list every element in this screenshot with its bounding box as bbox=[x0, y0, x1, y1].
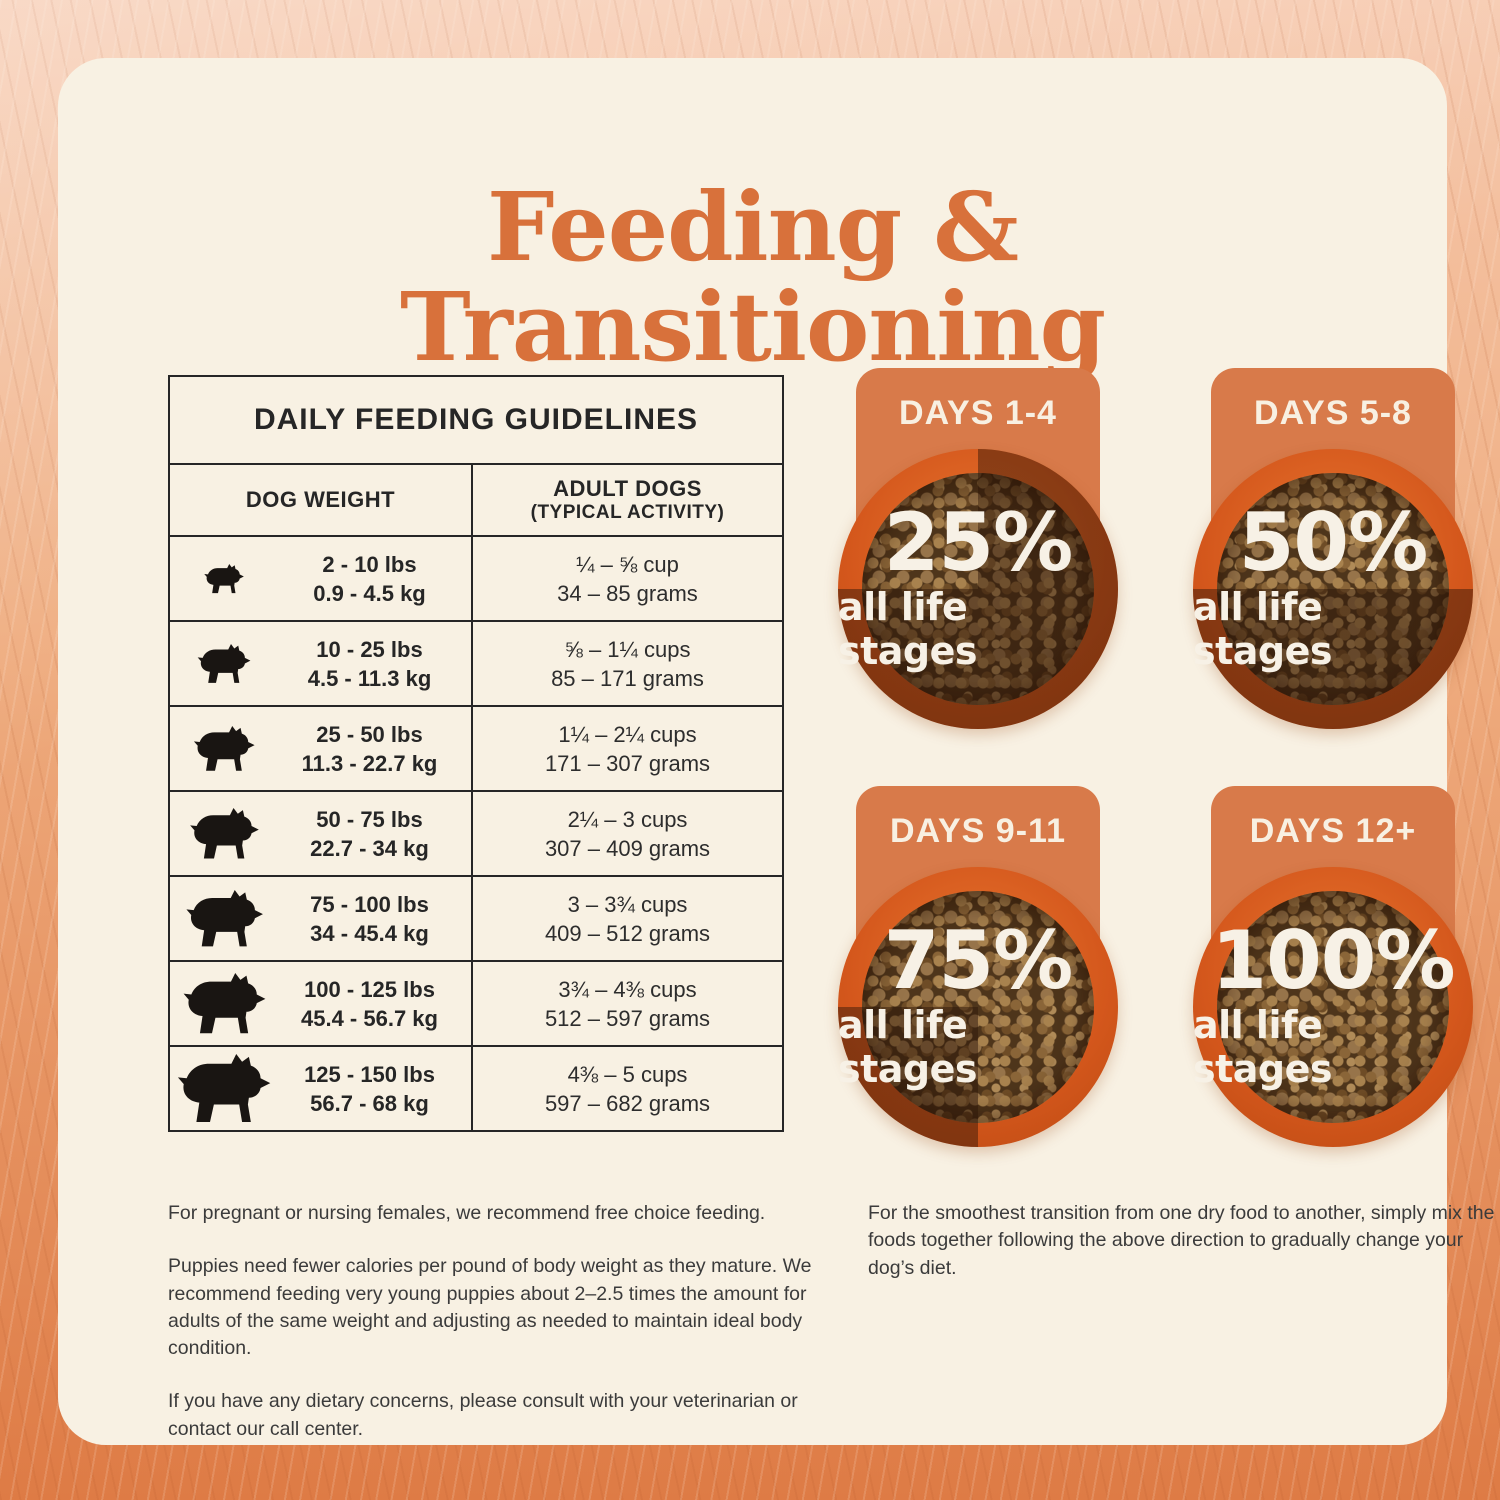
life-stages-label: all life stages bbox=[1193, 585, 1333, 673]
serving-grams: 512 – 597 grams bbox=[544, 1005, 711, 1031]
dog-weight-cell: 10 - 25 lbs 4.5 - 11.3 kg bbox=[170, 622, 473, 705]
days-label: DAYS 9-11 bbox=[890, 812, 1066, 850]
weight-lbs: 25 - 50 lbs bbox=[316, 721, 423, 747]
serving-cell: 4⅜ – 5 cups 597 – 682 grams bbox=[473, 1047, 782, 1130]
french-bulldog-icon bbox=[196, 643, 252, 684]
kibble-bowl: 25% all life stages bbox=[838, 449, 1118, 729]
serving-cell: 1¼ – 2¼ cups 171 – 307 grams bbox=[473, 707, 782, 790]
serving-cups: ⅝ – 1¼ cups bbox=[564, 636, 691, 662]
column-header-dog-weight: DOG WEIGHT bbox=[170, 465, 473, 535]
serving-cups: 1¼ – 2¼ cups bbox=[558, 721, 697, 747]
table-row: 75 - 100 lbs 34 - 45.4 kg 3 – 3¾ cups 40… bbox=[170, 877, 782, 962]
life-stages-label: all life stages bbox=[838, 1003, 978, 1091]
note-paragraph: If you have any dietary concerns, please… bbox=[168, 1390, 798, 1440]
kibble-texture bbox=[862, 473, 1094, 705]
table-header-row: DOG WEIGHT ADULT DOGS (TYPICAL ACTIVITY) bbox=[170, 465, 782, 537]
weight-kg: 56.7 - 68 kg bbox=[310, 1090, 429, 1116]
labrador-icon bbox=[181, 972, 267, 1035]
mix-shade-overlay bbox=[838, 867, 1118, 1147]
mix-percentage: 50% bbox=[1238, 496, 1428, 589]
medium-dog-icon bbox=[188, 807, 260, 860]
note-paragraph: Puppies need fewer calories per pound of… bbox=[168, 1255, 812, 1360]
weight-lbs: 2 - 10 lbs bbox=[322, 551, 417, 577]
weight-lbs: 10 - 25 lbs bbox=[316, 636, 423, 662]
serving-grams: 307 – 409 grams bbox=[544, 835, 711, 861]
content-card: Feeding & Transitioning DAILY FEEDING GU… bbox=[58, 58, 1494, 1445]
table-title: DAILY FEEDING GUIDELINES bbox=[170, 377, 782, 465]
chihuahua-icon bbox=[203, 563, 245, 594]
weight-lbs: 75 - 100 lbs bbox=[310, 891, 429, 917]
serving-grams: 34 – 85 grams bbox=[557, 580, 698, 606]
transition-step: DAYS 9-11 75% all life stages bbox=[838, 786, 1118, 1148]
mix-percentage: 25% bbox=[883, 496, 1073, 589]
weight-lbs: 100 - 125 lbs bbox=[304, 976, 435, 1002]
note-paragraph: For pregnant or nursing females, we reco… bbox=[168, 1202, 766, 1224]
serving-grams: 171 – 307 grams bbox=[544, 750, 711, 776]
days-label: DAYS 1-4 bbox=[899, 394, 1057, 432]
transition-step: DAYS 12+ 100% all life stages bbox=[1193, 786, 1473, 1148]
note-paragraph: For the smoothest transition from one dr… bbox=[868, 1202, 1495, 1279]
table-row: 2 - 10 lbs 0.9 - 4.5 kg ¼ – ⅝ cup 34 – 8… bbox=[170, 537, 782, 622]
weight-kg: 34 - 45.4 kg bbox=[310, 920, 429, 946]
dog-weight-cell: 125 - 150 lbs 56.7 - 68 kg bbox=[170, 1047, 473, 1130]
great-dane-icon bbox=[184, 889, 265, 948]
table-row: 10 - 25 lbs 4.5 - 11.3 kg ⅝ – 1¼ cups 85… bbox=[170, 622, 782, 707]
transition-step: DAYS 1-4 25% all life stages bbox=[838, 368, 1118, 730]
weight-kg: 4.5 - 11.3 kg bbox=[307, 665, 432, 691]
mix-shade-overlay bbox=[838, 449, 1118, 729]
serving-cups: 3 – 3¾ cups bbox=[567, 891, 688, 917]
daily-feeding-guidelines-table: DAILY FEEDING GUIDELINES DOG WEIGHT ADUL… bbox=[168, 375, 784, 1132]
kibble-bowl: 100% all life stages bbox=[1193, 867, 1473, 1147]
mix-percentage: 100% bbox=[1211, 914, 1455, 1007]
serving-grams: 85 – 171 grams bbox=[551, 665, 704, 691]
table-row: 125 - 150 lbs 56.7 - 68 kg 4⅜ – 5 cups 5… bbox=[170, 1047, 782, 1130]
kibble-bowl: 75% all life stages bbox=[838, 867, 1118, 1147]
serving-grams: 409 – 512 grams bbox=[544, 920, 711, 946]
dog-weight-cell: 2 - 10 lbs 0.9 - 4.5 kg bbox=[170, 537, 473, 620]
days-label: DAYS 5-8 bbox=[1254, 394, 1412, 432]
feeding-notes: For pregnant or nursing females, we reco… bbox=[168, 1200, 828, 1469]
mix-shade-overlay bbox=[1193, 449, 1473, 729]
table-body: 2 - 10 lbs 0.9 - 4.5 kg ¼ – ⅝ cup 34 – 8… bbox=[170, 537, 782, 1130]
transition-notes: For the smoothest transition from one dr… bbox=[868, 1200, 1498, 1308]
kibble-texture bbox=[1217, 891, 1449, 1123]
table-row: 100 - 125 lbs 45.4 - 56.7 kg 3¾ – 4⅜ cup… bbox=[170, 962, 782, 1047]
serving-cups: 2¼ – 3 cups bbox=[567, 806, 688, 832]
weight-kg: 22.7 - 34 kg bbox=[310, 835, 429, 861]
kibble-texture bbox=[862, 891, 1094, 1123]
life-stages-label: all life stages bbox=[838, 585, 978, 673]
life-stages-label: all life stages bbox=[1193, 1003, 1333, 1091]
serving-cell: 3 – 3¾ cups 409 – 512 grams bbox=[473, 877, 782, 960]
serving-cell: 3¾ – 4⅜ cups 512 – 597 grams bbox=[473, 962, 782, 1045]
page-title: Feeding & Transitioning bbox=[399, 172, 1106, 383]
table-row: 50 - 75 lbs 22.7 - 34 kg 2¼ – 3 cups 307… bbox=[170, 792, 782, 877]
serving-cell: ⅝ – 1¼ cups 85 – 171 grams bbox=[473, 622, 782, 705]
serving-cups: ¼ – ⅝ cup bbox=[576, 551, 679, 577]
serving-cups: 3¾ – 4⅜ cups bbox=[558, 976, 697, 1002]
weight-lbs: 50 - 75 lbs bbox=[316, 806, 423, 832]
weight-kg: 11.3 - 22.7 kg bbox=[301, 750, 438, 776]
dog-weight-cell: 50 - 75 lbs 22.7 - 34 kg bbox=[170, 792, 473, 875]
kibble-texture bbox=[1217, 473, 1449, 705]
dog-weight-cell: 100 - 125 lbs 45.4 - 56.7 kg bbox=[170, 962, 473, 1045]
days-label: DAYS 12+ bbox=[1249, 812, 1417, 850]
serving-cell: 2¼ – 3 cups 307 – 409 grams bbox=[473, 792, 782, 875]
kibble-bowl: 50% all life stages bbox=[1193, 449, 1473, 729]
weight-lbs: 125 - 150 lbs bbox=[304, 1061, 435, 1087]
table-row: 25 - 50 lbs 11.3 - 22.7 kg 1¼ – 2¼ cups … bbox=[170, 707, 782, 792]
mountain-dog-icon bbox=[175, 1053, 272, 1124]
transition-step: DAYS 5-8 50% all life stages bbox=[1193, 368, 1473, 730]
small-spitz-icon bbox=[192, 725, 256, 772]
weight-kg: 0.9 - 4.5 kg bbox=[313, 580, 426, 606]
serving-cups: 4⅜ – 5 cups bbox=[567, 1061, 688, 1087]
weight-kg: 45.4 - 56.7 kg bbox=[301, 1005, 438, 1031]
serving-grams: 597 – 682 grams bbox=[544, 1090, 711, 1116]
dog-weight-cell: 75 - 100 lbs 34 - 45.4 kg bbox=[170, 877, 473, 960]
mix-percentage: 75% bbox=[883, 914, 1073, 1007]
serving-cell: ¼ – ⅝ cup 34 – 85 grams bbox=[473, 537, 782, 620]
dog-weight-cell: 25 - 50 lbs 11.3 - 22.7 kg bbox=[170, 707, 473, 790]
column-header-adult-dogs: ADULT DOGS (TYPICAL ACTIVITY) bbox=[530, 476, 725, 523]
